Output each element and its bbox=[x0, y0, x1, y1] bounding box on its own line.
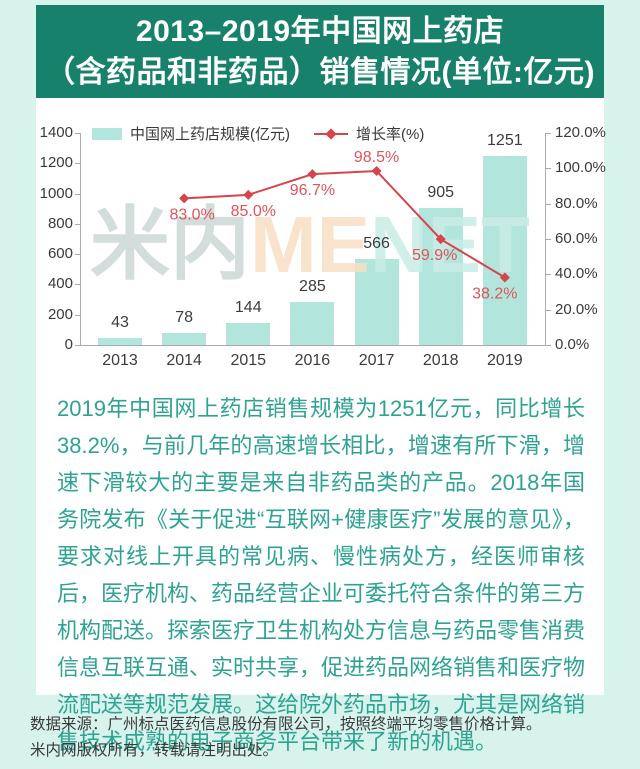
y-axis-label-right: 120.0% bbox=[555, 124, 606, 141]
footer-copyright: 米内网版权所有，转载请注明出处。 bbox=[30, 742, 279, 759]
growth-point-label: 85.0% bbox=[231, 203, 276, 220]
title-banner: 2013–2019年中国网上药店 （含药品和非药品）销售情况(单位:亿元) bbox=[36, 5, 604, 98]
y-axis-right-line bbox=[545, 133, 546, 345]
watermark-part-orange: ME bbox=[250, 200, 370, 289]
title-line-2: （含药品和非药品）销售情况(单位:亿元) bbox=[45, 55, 595, 89]
y-axis-label-left: 800 bbox=[47, 214, 73, 232]
y-axis-right-tick bbox=[546, 239, 551, 240]
y-axis-right-tick bbox=[546, 274, 551, 276]
diamond-marker-icon bbox=[325, 127, 337, 140]
y-axis-left-tick bbox=[75, 254, 80, 256]
y-axis-label-right: 40.0% bbox=[555, 265, 598, 283]
bar-value-label: 1251 bbox=[487, 131, 523, 149]
sales-bar bbox=[290, 301, 335, 345]
y-axis-left-tick bbox=[75, 163, 80, 165]
growth-point-label: 83.0% bbox=[169, 206, 214, 223]
y-axis-left-tick bbox=[75, 133, 80, 134]
growth-rate-line-layer: 83.0% 85.0% 96.7% 98.5% 59.9% 38.2% bbox=[169, 149, 517, 303]
x-axis-label: 2019 bbox=[487, 352, 523, 369]
y-axis-label-right: 0.0% bbox=[555, 336, 590, 353]
y-axis-right-tick bbox=[546, 168, 551, 170]
bar-series-label: 中国网上药店规模(亿元) bbox=[130, 126, 290, 143]
x-axis-label: 2014 bbox=[166, 352, 202, 369]
y-axis-label-left: 200 bbox=[47, 305, 73, 323]
y-axis-label-left: 600 bbox=[47, 245, 73, 263]
growth-point-marker bbox=[499, 272, 510, 283]
y-axis-label-right: 100.0% bbox=[555, 159, 606, 177]
growth-point-label: 98.5% bbox=[354, 149, 399, 166]
line-series-swatch-icon bbox=[314, 127, 348, 140]
bar-value-label: 566 bbox=[363, 235, 390, 253]
x-axis-label: 2016 bbox=[294, 352, 331, 369]
sales-bar bbox=[418, 207, 463, 345]
y-axis-left-tick bbox=[75, 314, 80, 316]
y-axis-right-tick bbox=[546, 309, 551, 311]
y-axis-label-right: 80.0% bbox=[555, 194, 598, 212]
growth-point-label: 59.9% bbox=[412, 247, 457, 264]
y-axis-label-left: 0 bbox=[64, 336, 73, 353]
y-axis-left-tick bbox=[75, 284, 80, 286]
y-axis-label-left: 1400 bbox=[39, 124, 73, 141]
growth-point-marker bbox=[243, 189, 254, 200]
y-axis-left-line bbox=[80, 133, 81, 345]
bar-value-label: 285 bbox=[299, 277, 326, 295]
y-axis-right-tick bbox=[546, 345, 551, 346]
footer-data-source: 数据来源：广州标点医药信息股份有限公司，按照终端平均零售价格计算。 bbox=[30, 716, 542, 733]
x-axis-line bbox=[80, 345, 546, 346]
line-series-label: 增长率(%) bbox=[356, 126, 425, 143]
y-axis-label-left: 1200 bbox=[39, 154, 73, 172]
y-axis-label-right: 20.0% bbox=[555, 300, 598, 318]
bar-value-label: 905 bbox=[427, 183, 455, 201]
growth-trend-line bbox=[184, 169, 506, 279]
analysis-paragraph: 2019年中国网上药店销售规模为1251亿元，同比增长38.2%，与前几年的高速… bbox=[57, 396, 586, 754]
growth-point-marker bbox=[307, 169, 318, 180]
y-axis-label-left: 400 bbox=[47, 275, 73, 293]
growth-point-marker bbox=[435, 234, 446, 245]
x-axis-label: 2015 bbox=[230, 352, 267, 369]
sales-bar bbox=[226, 323, 271, 345]
sales-chart: 中国网上药店规模(亿元) 增长率(%) 米内MENET 1400 1200 1000… bbox=[36, 98, 606, 383]
sales-bar bbox=[162, 333, 207, 345]
content-panel: 中国网上药店规模(亿元) 增长率(%) 米内MENET 1400 1200 1000… bbox=[36, 98, 606, 754]
bar-value-label: 43 bbox=[111, 314, 129, 332]
growth-point-marker bbox=[179, 193, 190, 204]
watermark-part-cn: 米内 bbox=[90, 200, 250, 289]
bar-value-label: 78 bbox=[175, 309, 194, 327]
y-axis-left-tick bbox=[75, 193, 80, 195]
footer: 数据来源：广州标点医药信息股份有限公司，按照终端平均零售价格计算。 米内网版权所… bbox=[30, 712, 610, 764]
y-axis-label-right: 60.0% bbox=[555, 230, 598, 247]
y-axis-label-left: 1000 bbox=[39, 184, 73, 202]
bar-series-swatch-icon bbox=[92, 127, 122, 140]
bar-value-label: 144 bbox=[234, 299, 262, 317]
sales-bar bbox=[354, 259, 399, 345]
growth-point-label: 96.7% bbox=[290, 182, 335, 199]
y-axis-right-tick bbox=[546, 133, 551, 134]
x-axis-label: 2013 bbox=[102, 352, 138, 369]
growth-point-label: 38.2% bbox=[472, 286, 517, 303]
y-axis-left-tick bbox=[75, 223, 80, 225]
sales-bar bbox=[98, 338, 142, 345]
chart-legend: 中国网上药店规模(亿元) 增长率(%) bbox=[92, 123, 424, 144]
y-axis-left-tick bbox=[75, 345, 80, 346]
x-axis-label: 2018 bbox=[422, 352, 459, 369]
sales-bar bbox=[482, 155, 527, 345]
x-axis-label: 2017 bbox=[358, 352, 395, 369]
growth-point-marker bbox=[371, 165, 382, 176]
y-axis-right-tick bbox=[546, 203, 551, 205]
title-line-1: 2013–2019年中国网上药店 bbox=[135, 14, 505, 48]
